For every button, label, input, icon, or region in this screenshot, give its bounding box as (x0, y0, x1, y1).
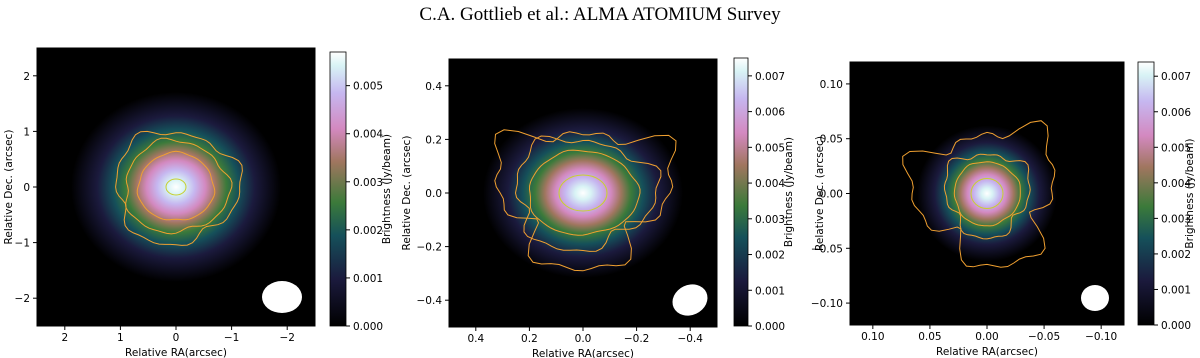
colorbar-tick-label: 0.007 (1161, 71, 1191, 83)
y-tick-label: −0.10 (811, 298, 843, 310)
y-tick-label: 0.4 (425, 81, 442, 93)
image-area (37, 48, 315, 326)
emission (917, 125, 1057, 262)
x-axis-label: Relative RA(arcsec) (532, 348, 634, 358)
colorbar-tick-label: 0.007 (755, 71, 785, 83)
emission (483, 108, 683, 278)
emission (71, 92, 281, 282)
y-tick-label: 2 (23, 71, 30, 83)
y-tick-label: −0.05 (811, 243, 843, 255)
colorbar-tick-label: 0.003 (755, 214, 785, 226)
x-tick-label: 0.2 (521, 333, 538, 345)
page-header: C.A. Gottlieb et al.: ALMA ATOMIUM Surve… (419, 4, 781, 25)
y-tick-label: 0.0 (425, 188, 442, 200)
x-tick-label: 0.4 (467, 333, 484, 345)
x-tick-label: −0.4 (677, 333, 703, 345)
beam (1081, 285, 1109, 311)
x-axis-label: Relative RA(arcsec) (936, 346, 1038, 358)
contour (528, 149, 641, 236)
contour (970, 178, 1004, 209)
x-tick-label: 0.00 (975, 331, 998, 343)
colorbar-tick-label: 0.004 (755, 178, 785, 190)
beam (262, 281, 302, 313)
y-tick-label: −0.4 (417, 295, 443, 307)
image-area (449, 59, 717, 327)
y-tick-label: −2 (15, 293, 30, 305)
x-tick-label: 0.05 (918, 331, 941, 343)
beam (672, 284, 708, 316)
contour (165, 178, 187, 196)
colorbar-tick-label: 0.005 (755, 142, 785, 154)
x-axis-label: Relative RA(arcsec) (125, 347, 227, 358)
colorbar-tick-label: 0.001 (353, 273, 383, 285)
contour (494, 129, 677, 272)
colorbar-label: Brightness (Jy/beam) (783, 137, 795, 247)
colorbar-tick-label: 0.000 (353, 321, 383, 333)
y-tick-label: −1 (15, 238, 30, 250)
colorbar-tick-label: 0.005 (1161, 142, 1191, 154)
y-tick-label: 0.10 (820, 79, 843, 91)
y-tick-label: −0.2 (417, 242, 443, 254)
colorbar-tick-label: 0.002 (353, 225, 383, 237)
x-tick-label: −1 (224, 332, 239, 344)
contour (953, 161, 1021, 227)
y-axis-label: Relative Dec. (arcsec) (3, 130, 15, 245)
colorbar (733, 57, 749, 327)
colorbar-tick-label: 0.005 (353, 81, 383, 93)
colorbar-tick-label: 0.000 (755, 321, 785, 333)
x-tick-label: −0.10 (1085, 331, 1117, 343)
contour (125, 137, 233, 235)
colorbar-tick-label: 0.006 (755, 107, 785, 119)
y-tick-label: 0.05 (820, 134, 843, 146)
colorbar (1137, 61, 1155, 326)
colorbar-tick-label: 0.003 (1161, 213, 1191, 225)
contour (558, 174, 608, 212)
contour (136, 150, 216, 221)
colorbar-label: Brightness (Jy/beam) (1184, 138, 1196, 248)
y-tick-label: 0.2 (425, 134, 442, 146)
colorbar-label: Brightness (Jy/beam) (381, 134, 393, 244)
x-tick-label: 0 (173, 332, 180, 344)
colorbar-tick-label: 0.002 (1161, 249, 1191, 261)
colorbar-tick-label: 0.002 (755, 250, 785, 262)
x-tick-label: 1 (117, 332, 124, 344)
contour (514, 135, 662, 252)
x-tick-label: 0.10 (861, 331, 884, 343)
colorbar-tick-label: 0.001 (755, 285, 785, 297)
contour (943, 153, 1031, 240)
x-tick-label: 2 (61, 332, 68, 344)
image-area (850, 62, 1124, 325)
colorbar-tick-label: 0.000 (1161, 320, 1191, 332)
colorbar-tick-label: 0.004 (1161, 178, 1191, 190)
contour (115, 130, 243, 246)
x-tick-label: −0.2 (624, 333, 650, 345)
colorbar (329, 51, 347, 327)
x-tick-label: −2 (279, 332, 294, 344)
y-tick-label: 0 (23, 182, 30, 194)
colorbar-tick-label: 0.004 (353, 129, 383, 141)
y-axis-label: Relative Dec. (arcsec) (814, 136, 826, 251)
contour (902, 120, 1056, 268)
colorbar-tick-label: 0.001 (1161, 284, 1191, 296)
colorbar-tick-label: 0.006 (1161, 107, 1191, 119)
x-tick-label: 0.0 (575, 333, 592, 345)
y-tick-label: 0.00 (820, 189, 843, 201)
y-tick-label: 1 (23, 126, 30, 138)
colorbar-tick-label: 0.003 (353, 177, 383, 189)
y-axis-label: Relative Dec. (arcsec) (401, 136, 413, 251)
x-tick-label: −0.05 (1028, 331, 1060, 343)
